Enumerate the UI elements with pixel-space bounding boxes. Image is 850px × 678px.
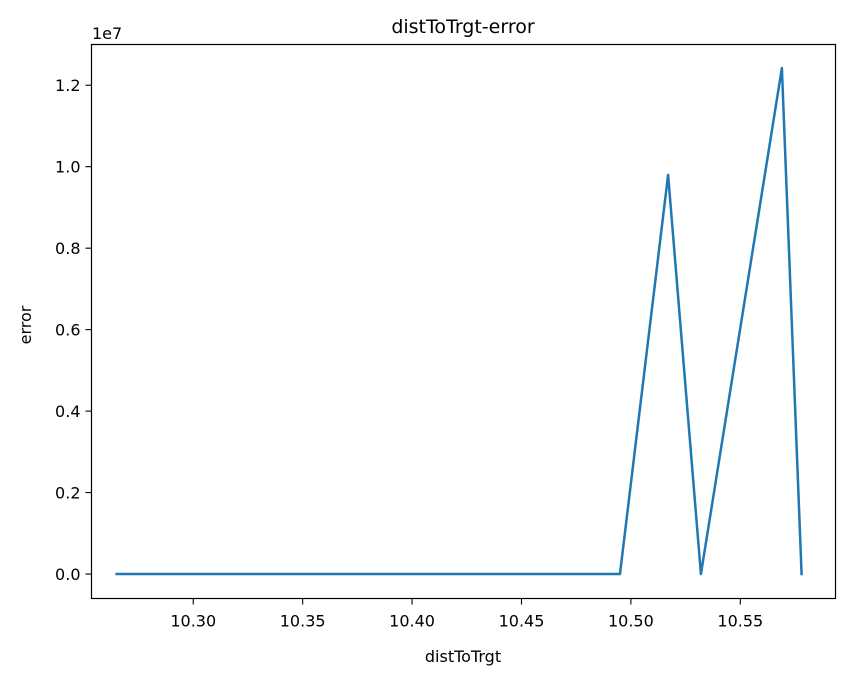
chart-title: distToTrgt-error (391, 16, 535, 38)
x-tick-label: 10.50 (608, 612, 654, 631)
x-tick-label: 10.45 (499, 612, 545, 631)
x-tick-label: 10.30 (170, 612, 216, 631)
y-tick-label: 0.0 (55, 565, 80, 584)
y-tick-label: 1.2 (55, 76, 80, 95)
y-offset-label: 1e7 (92, 24, 122, 43)
y-tick-label: 0.6 (55, 321, 80, 340)
y-tick-label: 0.2 (55, 484, 80, 503)
x-tick-label: 10.35 (280, 612, 326, 631)
series-line-0 (115, 66, 803, 576)
plot-area: 10.30 10.35 10.40 10.45 10.50 10.55 0.0 0.2 0.4 0… (55, 66, 803, 631)
axes-frame (90, 43, 837, 600)
x-tick-label: 10.55 (717, 612, 763, 631)
y-tick-label: 1.0 (55, 158, 80, 177)
y-tick-label: 0.8 (55, 239, 80, 258)
x-axis-label: distToTrgt (425, 647, 501, 666)
y-axis-label: error (16, 305, 35, 344)
x-tick-label: 10.40 (389, 612, 435, 631)
y-tick-label: 0.4 (55, 402, 80, 421)
